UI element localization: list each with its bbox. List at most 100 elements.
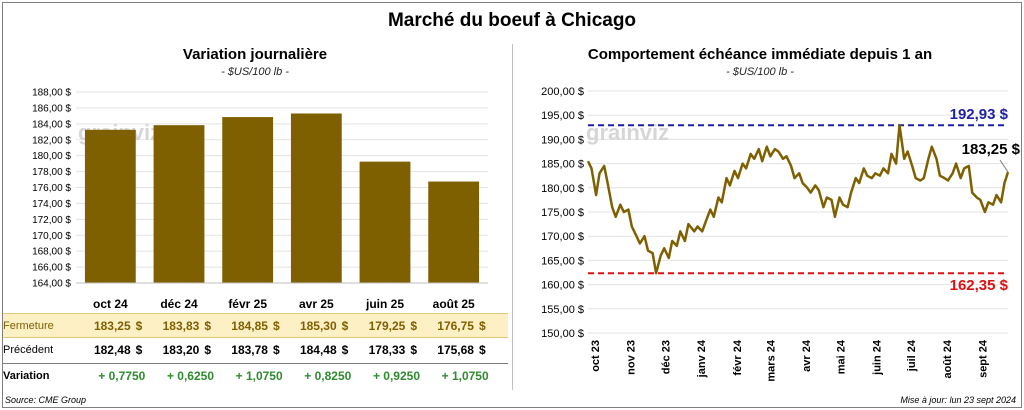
cell-value: 183,20	[162, 343, 200, 357]
table-cell: 183,78 $	[216, 343, 280, 357]
table-cell: 184,48 $	[284, 343, 348, 357]
y-tick-label: 190,00 $	[541, 134, 584, 146]
cell-currency: $	[204, 343, 211, 357]
cell-value: 183,25	[93, 319, 131, 333]
last-value-label: 183,25 $	[962, 141, 1021, 158]
bar	[84, 129, 136, 283]
bar	[428, 181, 480, 283]
cell-currency: $	[478, 319, 486, 333]
x-tick-label: mai 24	[836, 339, 848, 374]
x-tick-label: juin 24	[871, 339, 883, 376]
cell-value: 175,68	[437, 343, 474, 357]
price-table: Fermeture 183,25 $183,83 $184,85 $185,30 $17…	[3, 313, 508, 388]
y-tick-label: 150,00 $	[541, 328, 584, 340]
x-tick-label: févr 25	[228, 297, 267, 311]
line-chart: 150,00 $ 155,00 $ 160,00 $ 165,00 $ 170,00 $…	[541, 86, 1021, 382]
y-tick-label: 195,00 $	[541, 110, 584, 122]
cell-currency: $	[135, 343, 143, 357]
x-tick-label: août 24	[942, 339, 954, 378]
cell-value: 182,48	[93, 343, 131, 357]
series-line	[586, 123, 1010, 275]
x-tick-label: janv 24	[696, 339, 708, 378]
x-tick-label: avr 25	[299, 297, 334, 311]
y-tick-label: 174,00 $	[32, 199, 71, 210]
x-tick-label: juin 25	[365, 297, 404, 311]
min-label: 162,35 $	[950, 277, 1009, 294]
right-panel-subtitle: - $US/100 lb -	[726, 66, 794, 78]
cell-value: 176,75	[437, 319, 474, 333]
cell-value: 184,48	[299, 343, 337, 357]
panel-divider	[512, 44, 513, 390]
y-tick-label: 200,00 $	[541, 86, 584, 98]
cell-value: 185,30	[299, 319, 337, 333]
x-tick-label: août 25	[433, 297, 475, 311]
y-tick-label: 180,00 $	[32, 151, 71, 162]
table-row-variation: Variation + 0,7750 + 0,6250 + 1,0750 + 0,82…	[3, 363, 508, 388]
x-tick-label: mars 24	[765, 339, 777, 381]
y-tick-label: 186,00 $	[32, 103, 71, 114]
table-cell: 184,85 $	[216, 319, 280, 333]
left-panel-subtitle: - $US/100 lb -	[221, 66, 289, 78]
bar-chart: 164,00 $ 166,00 $ 168,00 $ 170,00 $ 172,00 $…	[32, 88, 488, 311]
cell-currency: $	[135, 319, 143, 333]
row-label: Variation	[3, 370, 50, 382]
cell-value: + 1,0750	[441, 369, 489, 383]
cell-value: + 0,6250	[166, 369, 214, 383]
x-tick-label: avr 24	[801, 339, 813, 372]
cell-currency: $	[272, 319, 280, 333]
left-panel-title: Variation journalière	[182, 46, 328, 63]
y-tick-label: 155,00 $	[541, 304, 584, 316]
bar	[359, 161, 411, 283]
update-note: Mise à jour: lun 23 sept 2024	[900, 395, 1016, 405]
cell-value: + 0,7750	[98, 369, 146, 383]
table-cell: 183,25 $	[78, 319, 142, 333]
x-tick-label: févr 24	[732, 339, 744, 375]
row-label: Fermeture	[3, 320, 54, 332]
cell-value: 183,78	[231, 343, 268, 357]
cell-value: + 0,8250	[304, 369, 352, 383]
cell-currency: $	[410, 319, 417, 333]
bar	[290, 113, 342, 283]
y-tick-label: 165,00 $	[541, 255, 584, 267]
y-tick-label: 176,00 $	[32, 183, 71, 194]
cell-currency: $	[341, 343, 349, 357]
main-title: Marché du boeuf à Chicago	[387, 10, 637, 31]
table-cell: + 0,7750	[75, 369, 145, 383]
y-tick-label: 185,00 $	[541, 159, 584, 171]
cell-currency: $	[204, 319, 211, 333]
y-tick-label: 172,00 $	[32, 215, 71, 226]
table-cell: 178,33 $	[353, 343, 417, 357]
y-tick-label: 166,00 $	[32, 263, 71, 274]
table-cell: 175,68 $	[422, 343, 486, 357]
y-tick-label: 168,00 $	[32, 247, 71, 258]
table-cell: + 0,8250	[281, 369, 351, 383]
y-tick-label: 182,00 $	[32, 135, 71, 146]
bar	[153, 125, 205, 283]
x-tick-label: déc 24	[160, 297, 198, 311]
cell-currency: $	[478, 343, 486, 357]
y-tick-label: 160,00 $	[541, 280, 584, 292]
table-cell: 185,30 $	[284, 319, 348, 333]
x-tick-label: juil 24	[906, 339, 918, 372]
y-tick-label: 170,00 $	[32, 231, 71, 242]
table-cell: + 1,0750	[213, 369, 283, 383]
cell-value: + 0,9250	[372, 369, 420, 383]
cell-currency: $	[272, 343, 280, 357]
x-tick-label: nov 23	[626, 340, 638, 375]
cell-value: 178,33	[368, 343, 406, 357]
table-cell: 179,25 $	[353, 319, 417, 333]
table-cell: + 0,9250	[350, 369, 420, 383]
table-cell: + 1,0750	[419, 369, 489, 383]
row-label: Précédent	[3, 344, 54, 356]
last-value-leader	[999, 159, 1009, 173]
cell-value: 183,83	[162, 319, 200, 333]
watermark: grainviz	[586, 120, 669, 145]
table-cell: + 0,6250	[144, 369, 214, 383]
y-tick-label: 180,00 $	[541, 183, 584, 195]
table-row-fermeture: Fermeture 183,25 $183,83 $184,85 $185,30 $17…	[3, 313, 508, 338]
table-cell: 183,83 $	[147, 319, 211, 333]
x-tick-label: oct 24	[93, 297, 128, 311]
cell-value: 184,85	[231, 319, 268, 333]
y-tick-label: 184,00 $	[32, 119, 71, 130]
